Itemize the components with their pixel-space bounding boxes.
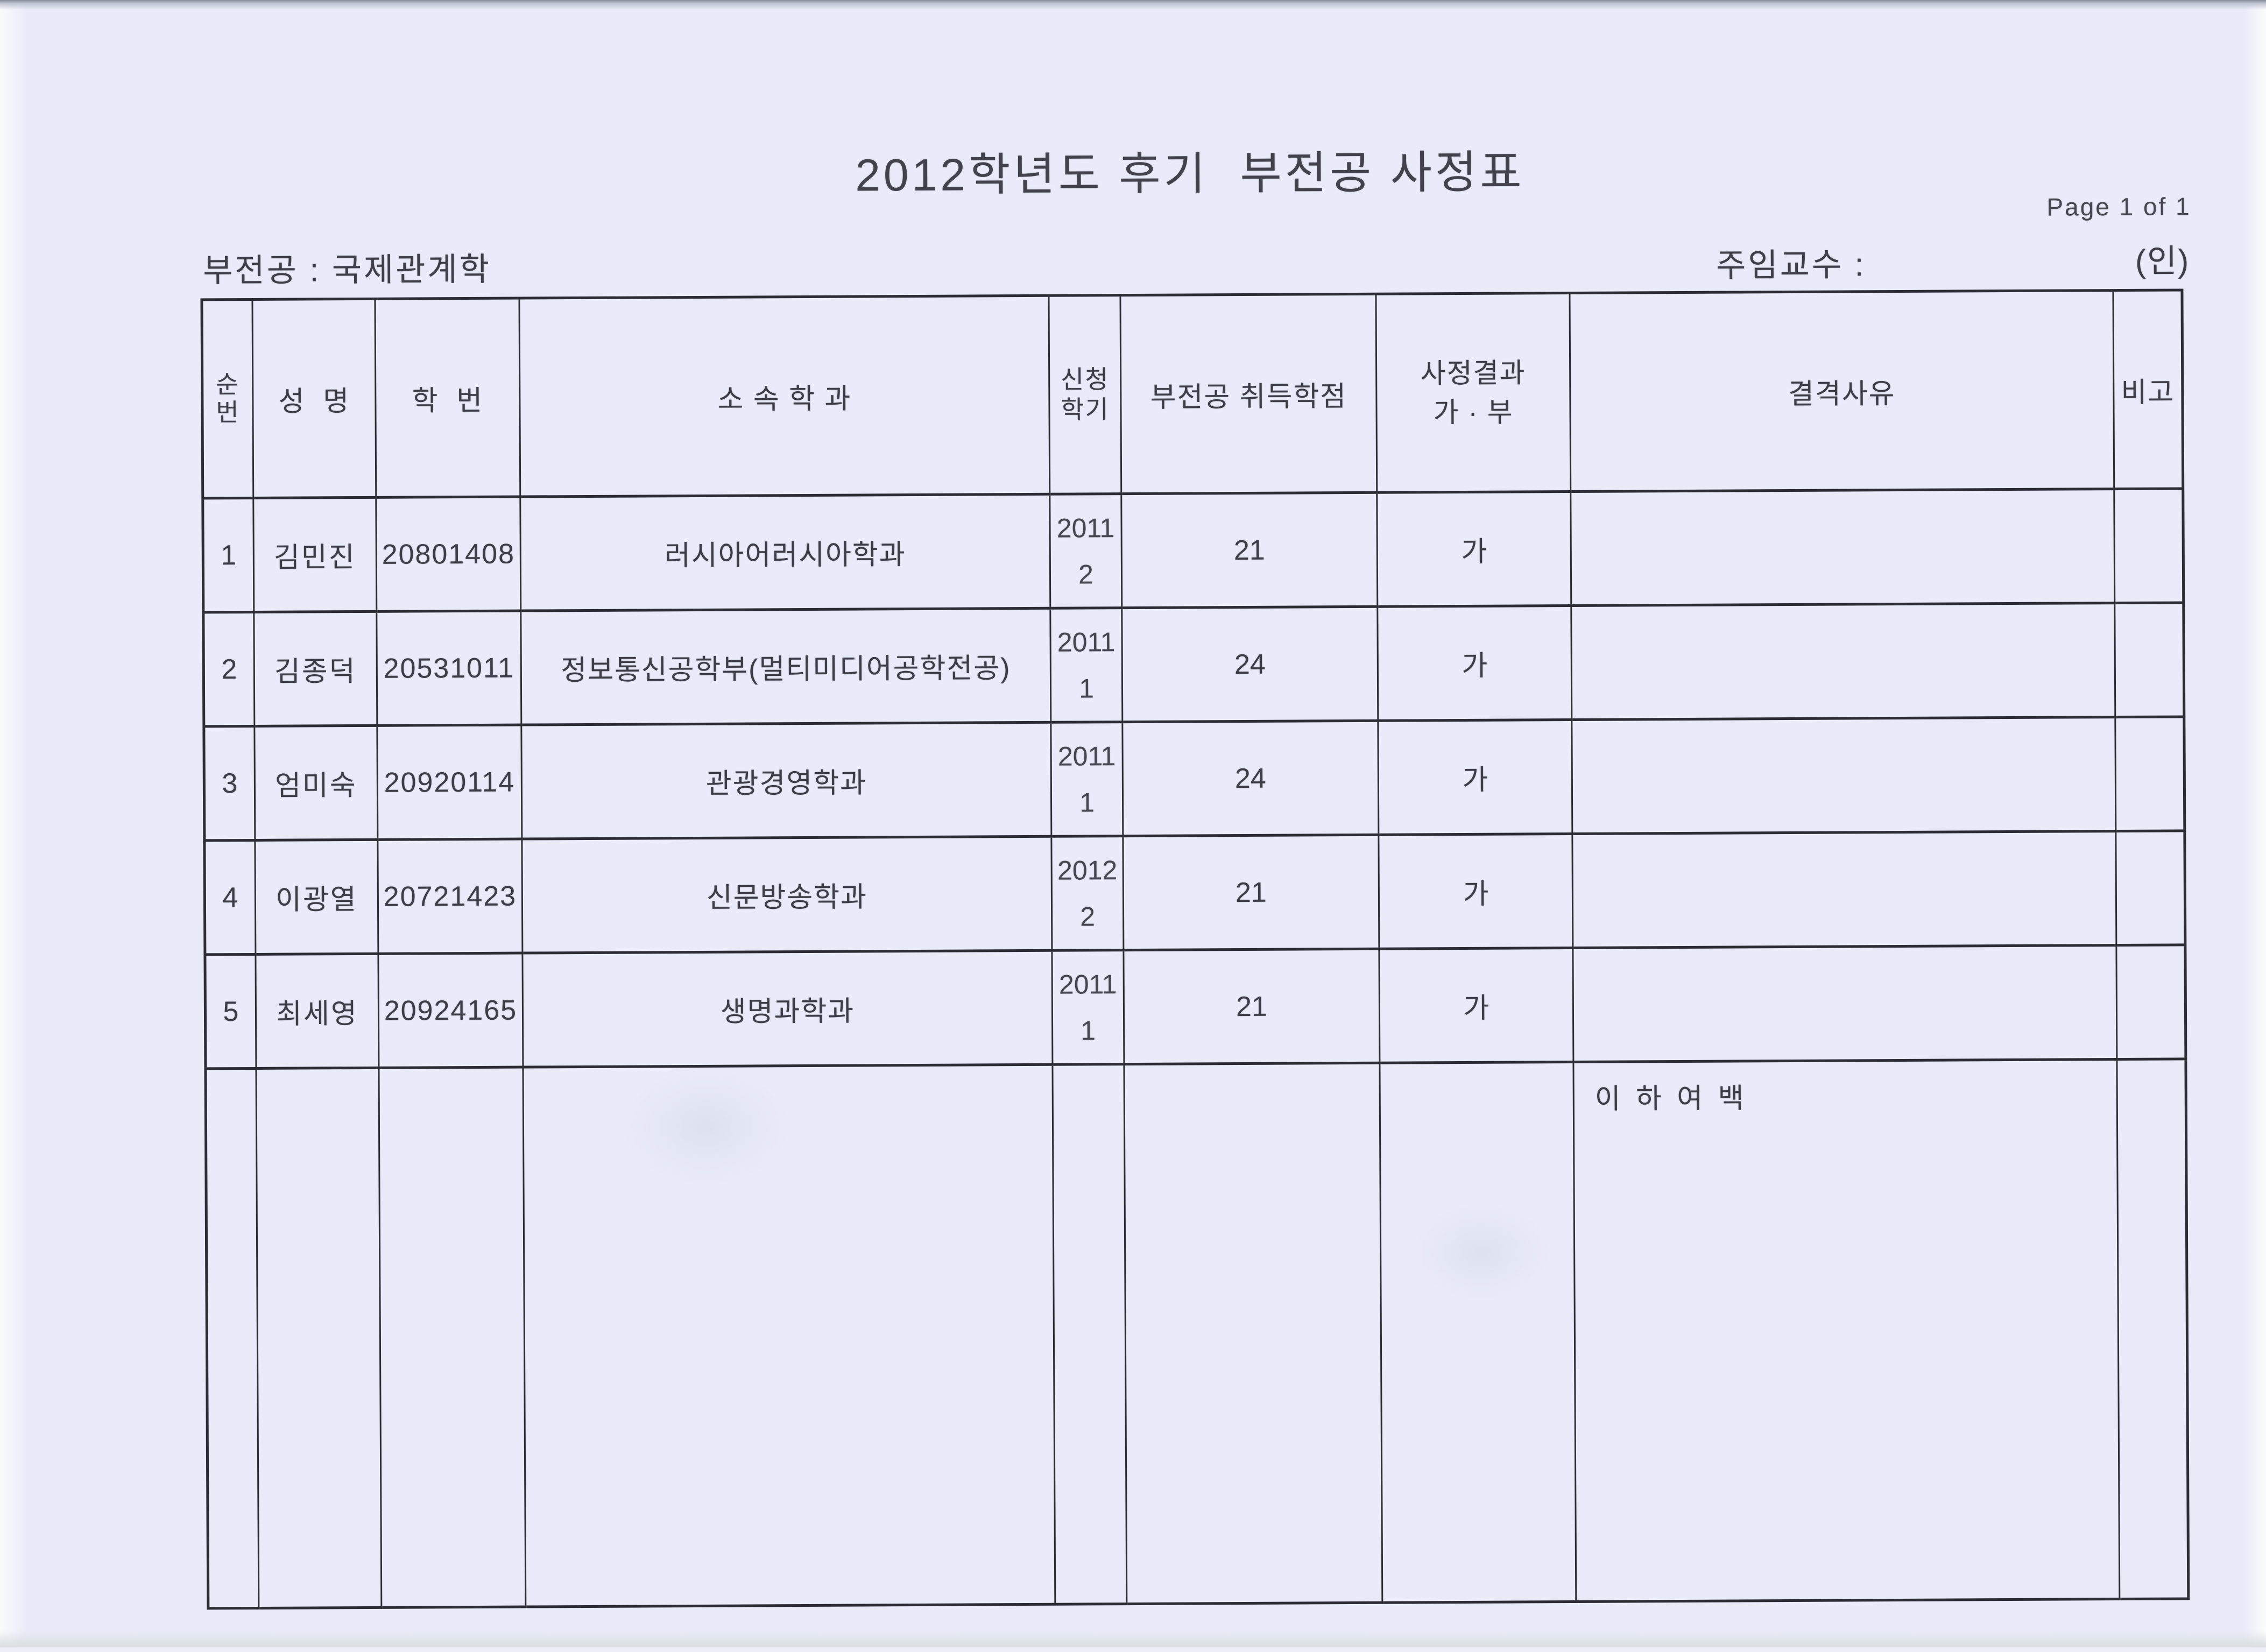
col-header-result-line1: 사정결과 — [1420, 357, 1526, 389]
cell-semester-term: 1 — [1079, 787, 1095, 817]
table-row: 2 김종덕 20531011 정보통신공학부(멀티미디어공학전공) 2011 1… — [203, 602, 2184, 726]
cell-name: 이광열 — [255, 839, 378, 955]
nothing-follows-note: 이 하 여 백 — [1573, 1059, 2120, 1602]
col-header-no: 순 번 — [201, 299, 253, 498]
cell-note-empty — [2116, 1058, 2189, 1599]
cell-student-id-empty — [378, 1067, 526, 1608]
col-header-semester-line2: 학기 — [1061, 395, 1110, 424]
cell-credits: 21 — [1121, 492, 1378, 608]
col-header-credits: 부전공 취득학점 — [1120, 294, 1377, 494]
cell-reason — [1572, 831, 2116, 948]
cell-student-id: 20924165 — [378, 953, 523, 1068]
cell-name: 최세영 — [255, 954, 379, 1069]
cell-semester: 2011 1 — [1050, 608, 1123, 723]
cell-credits-empty — [1124, 1063, 1382, 1604]
cell-semester: 2011 1 — [1051, 950, 1124, 1065]
table-row: 5 최세영 20924165 생명과학과 2011 1 21 가 — [204, 944, 2186, 1069]
cell-semester-year: 2012 — [1057, 855, 1118, 886]
cell-result: 가 — [1377, 605, 1572, 721]
cell-department: 생명과학과 — [522, 950, 1053, 1068]
cell-department: 정보통신공학부(멀티미디어공학전공) — [520, 608, 1051, 725]
table-row: 4 이광열 20721423 신문방송학과 2012 2 21 가 — [204, 830, 2185, 955]
cell-semester: 2011 2 — [1049, 493, 1122, 609]
cell-note — [2115, 830, 2185, 945]
head-professor-label: 주임교수 : — [1716, 246, 1866, 284]
cell-student-id: 20801408 — [376, 497, 521, 612]
cell-note — [2115, 716, 2185, 831]
cell-credits: 24 — [1121, 606, 1378, 722]
cell-semester-year: 2011 — [1057, 740, 1116, 772]
cell-note — [2114, 602, 2184, 717]
cell-semester-term: 2 — [1080, 901, 1096, 931]
seal-placeholder: (인) — [2135, 243, 2190, 279]
cell-name: 김종덕 — [253, 611, 377, 726]
cell-name: 엄미숙 — [254, 725, 378, 841]
cell-semester-year: 2011 — [1056, 512, 1115, 543]
page-title: 2012학년도 후기 부전공 사정표 — [855, 146, 1525, 201]
col-header-result: 사정결과 가 · 부 — [1375, 293, 1571, 493]
cell-no: 3 — [203, 726, 255, 841]
col-header-no-line1: 순 — [215, 370, 240, 399]
cell-note — [2114, 488, 2184, 603]
cell-semester-year: 2011 — [1057, 626, 1116, 658]
cell-result: 가 — [1378, 834, 1573, 949]
cell-result: 가 — [1376, 491, 1571, 607]
cell-semester-term: 1 — [1081, 1015, 1096, 1046]
cell-semester-year: 2011 — [1058, 969, 1117, 1000]
table-header-row: 순 번 성 명 학 번 소 속 학 과 신청 학기 부전공 취득학점 — [201, 290, 2183, 498]
cell-no: 5 — [204, 954, 256, 1069]
cell-result: 가 — [1379, 948, 1573, 1063]
cell-reason — [1572, 945, 2117, 1062]
cell-no: 2 — [203, 612, 255, 726]
cell-reason — [1571, 603, 2115, 720]
table-row: 1 김민진 20801408 러시아어러시아학과 2011 2 21 가 — [202, 488, 2184, 612]
cell-department: 러시아어러시아학과 — [520, 494, 1050, 611]
cell-department-empty — [523, 1064, 1055, 1607]
cell-credits: 21 — [1123, 949, 1380, 1064]
col-header-student-id: 학 번 — [375, 298, 520, 498]
cell-semester: 2012 2 — [1051, 836, 1124, 951]
assessment-table: 순 번 성 명 학 번 소 속 학 과 신청 학기 부전공 취득학점 — [200, 288, 2190, 1610]
cell-student-id: 20920114 — [377, 725, 522, 840]
table-blank-row: 이 하 여 백 — [205, 1058, 2189, 1608]
cell-no: 1 — [202, 498, 254, 612]
table-row: 3 엄미숙 20920114 관광경영학과 2011 1 24 가 — [203, 716, 2185, 841]
cell-result: 가 — [1378, 719, 1572, 835]
col-header-department: 소 속 학 과 — [519, 295, 1050, 497]
cell-semester: 2011 1 — [1050, 722, 1123, 837]
col-header-result-line2: 가 · 부 — [1433, 397, 1514, 428]
minor-major-label: 부전공 : 국제관계학 — [203, 251, 491, 289]
cell-department: 신문방송학과 — [521, 836, 1052, 954]
cell-result-empty — [1379, 1062, 1576, 1603]
cell-reason — [1570, 489, 2115, 606]
cell-credits: 24 — [1122, 721, 1379, 836]
cell-note — [2116, 944, 2186, 1060]
col-header-note: 비고 — [2113, 290, 2183, 489]
cell-reason — [1571, 717, 2116, 834]
cell-student-id: 20531011 — [376, 611, 521, 726]
cell-credits: 21 — [1123, 835, 1379, 950]
cell-semester-term: 1 — [1078, 673, 1095, 703]
cell-name-empty — [256, 1068, 382, 1608]
cell-no-empty — [205, 1068, 259, 1608]
col-header-semester: 신청 학기 — [1048, 295, 1121, 495]
cell-department: 관광경영학과 — [521, 722, 1051, 839]
cell-semester-term: 2 — [1078, 559, 1094, 589]
page-indicator: Page 1 of 1 — [2046, 192, 2191, 221]
col-header-semester-line1: 신청 — [1060, 365, 1110, 394]
cell-semester-empty — [1052, 1064, 1127, 1605]
col-header-no-line2: 번 — [216, 398, 240, 427]
cell-student-id: 20721423 — [377, 839, 523, 954]
col-header-name: 성 명 — [252, 299, 376, 498]
cell-no: 4 — [204, 840, 256, 955]
col-header-reason: 결격사유 — [1569, 290, 2114, 492]
cell-name: 김민진 — [253, 497, 377, 612]
